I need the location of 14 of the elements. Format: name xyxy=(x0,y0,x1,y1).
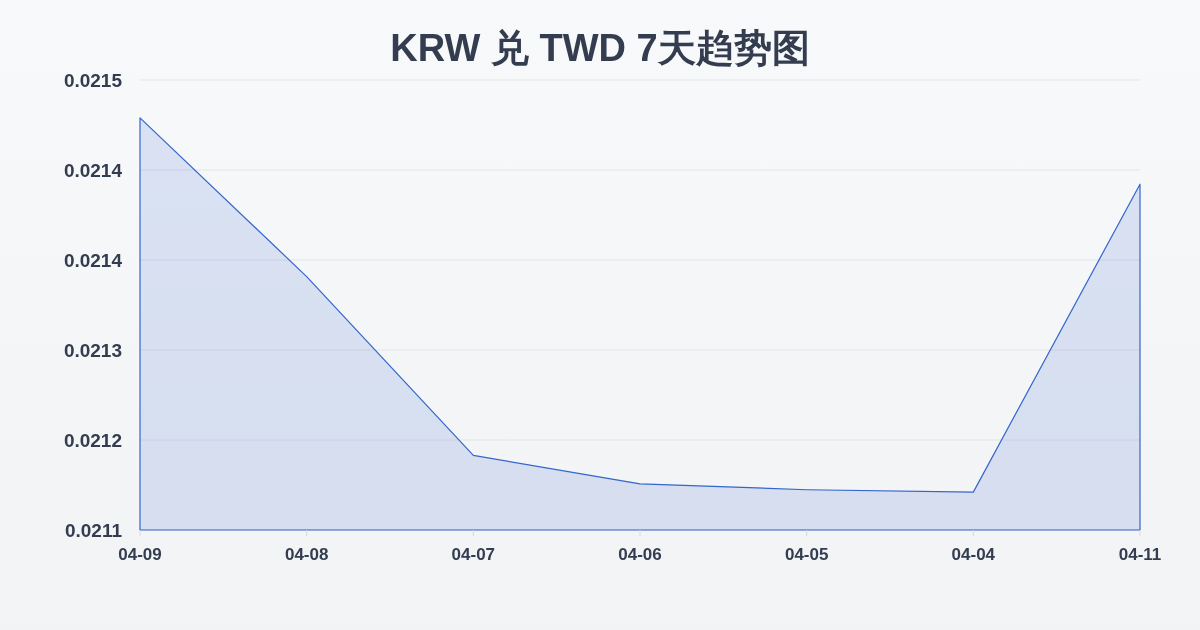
x-tick-label: 04-04 xyxy=(951,544,996,564)
x-tick-label: 04-06 xyxy=(618,544,662,564)
y-tick-label: 0.0214 xyxy=(63,159,123,181)
y-tick-label: 0.0213 xyxy=(63,339,122,361)
y-tick-label: 0.0215 xyxy=(63,69,123,91)
x-tick-label: 04-11 xyxy=(1118,544,1162,564)
x-tick-label: 04-08 xyxy=(284,544,329,564)
y-tick-label: 0.0211 xyxy=(64,519,123,541)
y-tick-label: 0.0214 xyxy=(63,249,123,271)
x-tick-label: 04-07 xyxy=(451,544,496,564)
chart-title: KRW 兑 TWD 7天趋势图 xyxy=(390,27,810,69)
x-tick-label: 04-09 xyxy=(118,544,162,564)
x-tick-label: 04-05 xyxy=(784,544,829,564)
y-tick-label: 0.0212 xyxy=(63,429,122,451)
